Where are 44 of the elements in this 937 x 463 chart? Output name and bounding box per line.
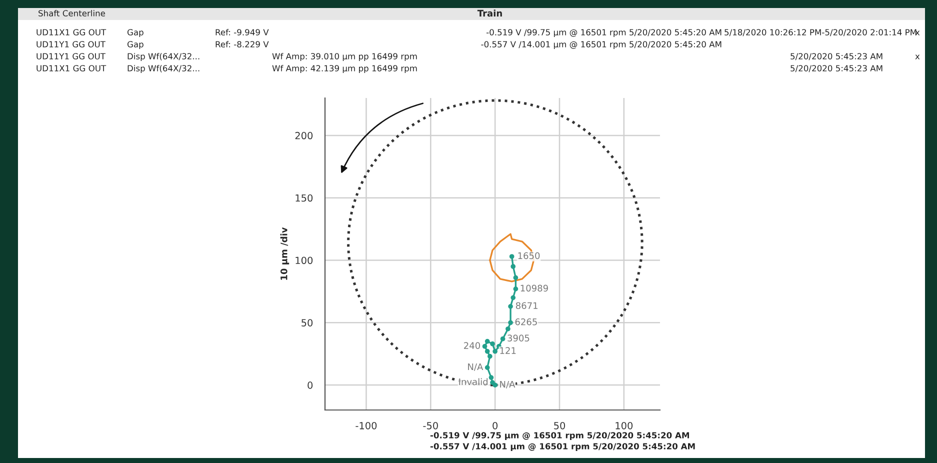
text: 5/20/2020 5:45:23 AM (790, 65, 882, 72)
annotation: 10989 (520, 284, 548, 292)
text: x (915, 30, 920, 36)
text: -0.519 V /99.75 µm @ 16501 rpm 5/20/2020 5:45:20 AM (486, 29, 722, 38)
x-tick-label: 0 (492, 422, 498, 430)
text: Disp Wf(64X/32... (128, 64, 200, 74)
text: -0.557 V /14.001 µm @ 16501 rpm 5/20/2020 5:45:20 AM (430, 443, 695, 452)
text: Gap (127, 41, 144, 50)
text: UD11X1 GG OUT (36, 65, 106, 72)
y-tick-label: 0 (308, 382, 313, 389)
annotation: 3905 (508, 334, 530, 342)
annotation: 8671 (516, 302, 538, 310)
text: Disp Wf(64X/32... (128, 52, 200, 62)
chart-title: Train (477, 10, 502, 17)
text: -0.519 V /99.75 µm @ 16501 rpm 5/20/2020 5:45:20 AM (430, 432, 689, 440)
text: UD11X1 GG OUT (36, 29, 106, 36)
y-tick-label: 100 (296, 256, 313, 264)
y-tick-label: 50 (302, 319, 313, 326)
annotation: 1650 (518, 252, 540, 260)
text: Ref: -8.229 V (216, 40, 269, 48)
text: Ref: -9.949 V (216, 28, 269, 36)
annotation: N/A (468, 363, 484, 371)
annotation: 240 (464, 342, 480, 349)
annotation: N/A (500, 380, 516, 388)
x-tick-label: 100 (616, 422, 633, 430)
x-tick-label: 50 (554, 422, 566, 430)
text: UD11Y1 GG OUT (36, 41, 106, 48)
text: x (915, 54, 920, 60)
y-axis-title: 10 µm /div (280, 227, 290, 280)
annotation: 6265 (515, 318, 537, 326)
text: Gap (127, 29, 144, 38)
annotation: Invalid (459, 378, 488, 386)
text: Shaft Centerline (38, 10, 106, 16)
text: 5/20/2020 5:45:23 AM (790, 53, 882, 60)
x-tick-label: -50 (423, 422, 438, 430)
text: 5/18/2020 10:26:12 PM-5/20/2020 2:01:14 PM (724, 29, 916, 36)
text: Wf Amp: 42.139 µm pp 16499 rpm (272, 64, 417, 74)
y-tick-label: 200 (295, 132, 313, 140)
x-tick-label: -100 (356, 422, 377, 430)
y-tick-label: 150 (296, 194, 313, 202)
text: UD11Y1 GG OUT (36, 53, 106, 60)
text: Wf Amp: 39.010 µm pp 16499 rpm (272, 52, 417, 62)
text: -0.557 V /14.001 µm @ 16501 rpm 5/20/2020 5:45:20 AM (481, 41, 722, 50)
annotation: 121 (500, 347, 516, 354)
